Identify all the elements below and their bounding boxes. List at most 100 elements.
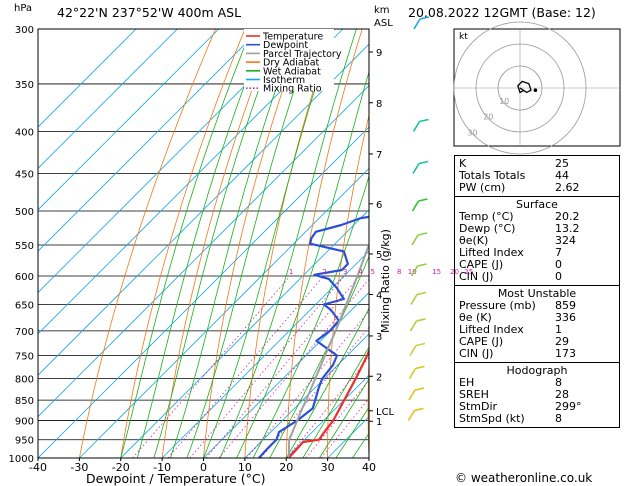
wet-adiabat-line bbox=[236, 70, 369, 458]
hodograph-stat-row: StmSpd (kt) 8 bbox=[459, 413, 615, 425]
pressure-tick-label: 950 bbox=[15, 436, 34, 447]
asl-label: ASL bbox=[374, 18, 393, 29]
hodograph-unit-label: kt bbox=[459, 32, 468, 42]
km-tick-label: 4 bbox=[376, 290, 382, 301]
datetime-label: 20.08.2022 12GMT (Base: 12) bbox=[408, 5, 596, 20]
wet-adiabat-line bbox=[335, 406, 369, 458]
pressure-tick-label: 450 bbox=[15, 169, 34, 180]
surface-label: CAPE (J) bbox=[459, 258, 504, 271]
isotherm-line bbox=[38, 29, 344, 335]
pressure-tick-label: 900 bbox=[15, 416, 34, 427]
hodograph-stat-row: StmDir 299° bbox=[459, 401, 615, 413]
pressure-tick-label: 800 bbox=[15, 374, 34, 385]
x-tick-label: 40 bbox=[362, 461, 376, 474]
x-tick-label: -30 bbox=[70, 461, 88, 474]
isotherm-line bbox=[79, 167, 369, 458]
legend-entry: Parcel Trajectory bbox=[263, 49, 342, 60]
surface-label: Lifted Index bbox=[459, 246, 524, 259]
isotherm-line bbox=[38, 29, 261, 252]
index-row: PW (cm) 2.62 bbox=[459, 182, 615, 194]
mixing-ratio-label: 25 bbox=[464, 268, 473, 276]
isotherm-line bbox=[285, 374, 369, 458]
pressure-tick-label: 750 bbox=[15, 351, 34, 362]
km-tick-label: 9 bbox=[376, 48, 382, 59]
surface-value: 13.2 bbox=[555, 222, 580, 235]
surface-row: Lifted Index 7 bbox=[459, 247, 615, 259]
surface-row: θe(K) 324 bbox=[459, 235, 615, 247]
pressure-tick-label: 650 bbox=[15, 301, 34, 312]
hodograph-stat-value: 8 bbox=[555, 376, 562, 389]
most-unstable-row: Lifted Index 1 bbox=[459, 324, 615, 336]
most-unstable-label: Pressure (mb) bbox=[459, 299, 536, 312]
dry-adiabat-line bbox=[244, 29, 334, 458]
isotherm-line bbox=[38, 29, 220, 211]
mixing-ratio-axis-label: Mixing Ratio (g/kg) bbox=[378, 229, 392, 333]
index-label: PW (cm) bbox=[459, 181, 506, 194]
surface-value: 7 bbox=[555, 246, 562, 259]
hodograph-stat-row: EH 8 bbox=[459, 377, 615, 389]
isotherm-line bbox=[38, 29, 178, 169]
x-tick-label: 10 bbox=[238, 461, 252, 474]
x-axis-label: Dewpoint / Temperature (°C) bbox=[86, 471, 266, 486]
wet-adiabat-line bbox=[153, 29, 282, 458]
legend-entry: Wet Adiabat bbox=[263, 66, 321, 77]
most-unstable-label: θe (K) bbox=[459, 311, 492, 324]
surface-label: CIN (J) bbox=[459, 270, 494, 283]
dry-adiabat-line bbox=[120, 29, 246, 458]
mixing-ratio-label: 3 bbox=[343, 268, 347, 276]
most-unstable-value: 173 bbox=[555, 347, 576, 360]
km-tick-label: 5 bbox=[376, 250, 382, 261]
km-tick-label: 8 bbox=[376, 99, 382, 110]
most-unstable-box: Most Unstable Pressure (mb) 859 θe (K) 336 L… bbox=[454, 286, 620, 363]
most-unstable-label: CIN (J) bbox=[459, 347, 494, 360]
wind-barb bbox=[407, 407, 424, 421]
isotherm-line bbox=[203, 291, 369, 458]
most-unstable-title: Most Unstable bbox=[497, 287, 577, 300]
copyright-label: © weatheronline.co.uk bbox=[455, 471, 593, 485]
pressure-tick-label: 850 bbox=[15, 396, 34, 407]
mixing-ratio-line bbox=[132, 275, 291, 458]
wind-barb bbox=[412, 118, 429, 132]
x-tick-label: -40 bbox=[29, 461, 47, 474]
most-unstable-label: CAPE (J) bbox=[459, 335, 504, 348]
hodograph-stat-value: 8 bbox=[555, 412, 562, 425]
km-label: km bbox=[374, 5, 390, 16]
index-row: Totals Totals 44 bbox=[459, 170, 615, 182]
wet-adiabat-line bbox=[136, 29, 267, 458]
most-unstable-row: θe (K) 336 bbox=[459, 312, 615, 324]
surface-box: Surface Temp (°C) 20.2 Dewp (°C) 13.2 θe(K) 3… bbox=[454, 197, 620, 286]
mixing-ratio-label: 2 bbox=[322, 268, 326, 276]
most-unstable-value: 1 bbox=[555, 323, 562, 336]
hodograph-stat-label: StmSpd (kt) bbox=[459, 412, 525, 425]
km-tick-label: LCL bbox=[376, 407, 395, 418]
legend-entry: Mixing Ratio bbox=[263, 84, 322, 95]
legend-entry: Dry Adiabat bbox=[263, 58, 320, 69]
wet-adiabat-line bbox=[186, 29, 316, 458]
hodograph-stat-row: SREH 28 bbox=[459, 389, 615, 401]
index-label: K bbox=[459, 157, 467, 170]
wind-barb bbox=[410, 263, 427, 277]
most-unstable-value: 859 bbox=[555, 299, 576, 312]
wind-barb bbox=[408, 365, 425, 379]
hodograph-stat-value: 299° bbox=[555, 400, 582, 413]
hodograph-box: Hodograph EH 8 SREH 28 StmDir 299° StmSpd (kt)… bbox=[454, 363, 620, 428]
km-tick-label: 3 bbox=[376, 332, 382, 343]
most-unstable-row: Pressure (mb) 859 bbox=[459, 300, 615, 312]
km-tick-label: 7 bbox=[376, 150, 382, 161]
pressure-tick-label: 1000 bbox=[9, 454, 34, 465]
wet-adiabat-line bbox=[219, 29, 357, 458]
indices-panel: K 25 Totals Totals 44 PW (cm) 2.62 Surface Te… bbox=[454, 155, 620, 428]
isotherm-line bbox=[38, 29, 137, 128]
surface-row: Dewp (°C) 13.2 bbox=[459, 223, 615, 235]
wet-adiabat-line bbox=[120, 29, 252, 458]
mixing-ratio-label: 4 bbox=[358, 268, 363, 276]
hpa-label: hPa bbox=[14, 3, 33, 14]
legend-entry: Isotherm bbox=[263, 75, 305, 86]
wind-barb bbox=[411, 232, 428, 246]
mixing-ratio-label: 8 bbox=[397, 268, 401, 276]
most-unstable-value: 336 bbox=[555, 311, 576, 324]
isotherm-line bbox=[38, 126, 369, 458]
mixing-ratio-label: 10 bbox=[408, 268, 417, 276]
surface-label: θe(K) bbox=[459, 234, 489, 247]
wet-adiabat-line bbox=[170, 29, 298, 458]
